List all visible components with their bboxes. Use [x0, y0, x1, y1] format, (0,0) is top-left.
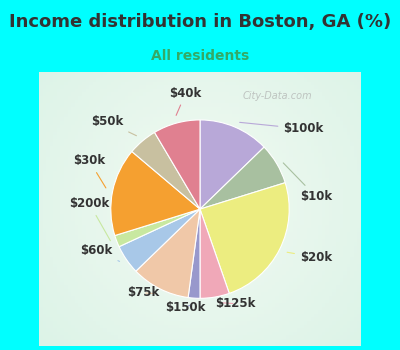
Text: $200k: $200k [69, 197, 110, 241]
Wedge shape [136, 209, 200, 298]
Text: $10k: $10k [283, 163, 332, 203]
Wedge shape [188, 209, 200, 298]
Text: $125k: $125k [216, 297, 256, 310]
Wedge shape [200, 183, 289, 293]
Text: City-Data.com: City-Data.com [242, 91, 312, 102]
Wedge shape [115, 209, 200, 247]
Text: $60k: $60k [80, 244, 120, 261]
Text: $100k: $100k [240, 122, 324, 135]
Wedge shape [154, 120, 200, 209]
Wedge shape [132, 132, 200, 209]
Text: $50k: $50k [91, 115, 136, 136]
Text: All residents: All residents [151, 49, 249, 63]
Text: $20k: $20k [287, 251, 332, 264]
Text: Income distribution in Boston, GA (%): Income distribution in Boston, GA (%) [9, 13, 391, 31]
Wedge shape [200, 147, 285, 209]
Text: $30k: $30k [73, 154, 106, 188]
Text: $40k: $40k [170, 87, 202, 116]
Wedge shape [200, 209, 229, 298]
Text: $150k: $150k [166, 301, 206, 314]
Wedge shape [200, 120, 264, 209]
Wedge shape [119, 209, 200, 271]
Wedge shape [111, 152, 200, 236]
Text: $75k: $75k [127, 287, 159, 300]
